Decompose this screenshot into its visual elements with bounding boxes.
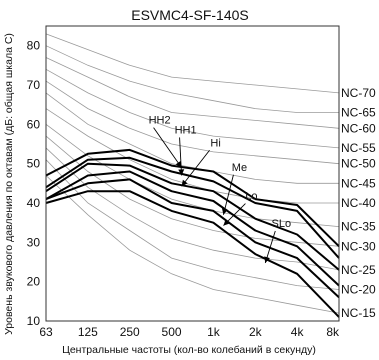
nc-curve-nc-15 [45,175,340,314]
nc-label-nc-35: NC-35 [341,220,376,234]
x-tick-label: 250 [120,325,140,339]
x-tick-label: 2k [249,325,263,339]
nc-curve-nc-50 [45,80,340,165]
nc-label-nc-15: NC-15 [341,306,376,320]
series-line-me [45,170,340,287]
nc-label-nc-55: NC-55 [341,141,376,155]
x-tick-label: 63 [39,325,53,339]
y-tick-label: 50 [27,157,41,171]
arrowhead-me [221,208,228,215]
nc-label-nc-25: NC-25 [341,263,376,277]
series-line-hh1 [45,156,340,259]
series-labels: HH2 HH1 Hi Me Lo SLo [149,115,291,264]
y-tick-label: 10 [27,314,41,328]
y-tick-label: 40 [27,196,41,210]
leader-hh2 [153,127,182,168]
x-tick-label: 1k [207,325,221,339]
series-label-hh2: HH2 [149,115,171,127]
nc-curve-nc-60 [45,57,340,129]
leader-me [222,174,234,215]
series-label-slo: SLo [271,218,291,230]
arrowhead-hh1 [178,169,185,176]
nc-label-nc-40: NC-40 [341,196,376,210]
y-tick-label: 70 [27,78,41,92]
arrowhead-lo [223,219,230,226]
series-label-hh1: HH1 [175,124,197,136]
x-tick-label: 500 [162,325,182,339]
nc-label-nc-65: NC-65 [341,106,376,120]
series-line-hh2 [45,148,340,248]
series-line-lo [45,178,340,299]
nc-label-nc-50: NC-50 [341,157,376,171]
series-line-slo [45,190,340,318]
axis-ticks: 10 20 30 40 50 60 70 80 63 125 250 500 1k 2k 4k 8k [27,39,340,339]
x-tick-label: 125 [78,325,98,339]
y-tick-label: 80 [27,39,41,53]
arrowhead-hh2 [175,160,182,168]
y-tick-label: 60 [27,117,41,131]
nc-curve-nc-55 [45,68,340,149]
series-label-hi: Hi [210,137,220,149]
nc-label-nc-70: NC-70 [341,86,376,100]
nc-curve-nc-30 [45,135,340,247]
nc-label-nc-20: NC-20 [341,283,376,297]
leader-hi [181,149,210,187]
x-axis-label: Центральные частоты (кол-во колебаний в … [62,344,316,356]
leader-hh1 [179,137,183,176]
y-axis-label: Уровень звукового давления по октавам (д… [3,33,15,335]
nc-curve-nc-65 [45,45,339,113]
nc-curve-nc-25 [45,147,340,271]
series-lines [45,148,340,318]
nc-curve-nc-20 [45,159,340,290]
y-tick-label: 30 [27,235,41,249]
x-tick-label: 8k [326,325,340,339]
x-tick-label: 4k [291,325,305,339]
nc-curve-nc-45 [45,92,339,184]
series-label-me: Me [232,162,247,174]
y-tick-label: 20 [27,275,41,289]
arrowhead-slo [264,256,270,263]
series-line-hi [45,162,340,271]
nc-label-nc-60: NC-60 [341,121,376,135]
nc-label-nc-30: NC-30 [341,239,376,253]
chart-title: ESVMC4-SF-140S [131,7,248,23]
plot-frame [45,25,340,322]
nc-label-nc-45: NC-45 [341,176,376,190]
series-label-lo: Lo [245,191,257,203]
nc-curve-nc-70 [45,33,340,94]
nc-curve-nc-40 [45,108,339,204]
arrowhead-hi [181,179,188,187]
